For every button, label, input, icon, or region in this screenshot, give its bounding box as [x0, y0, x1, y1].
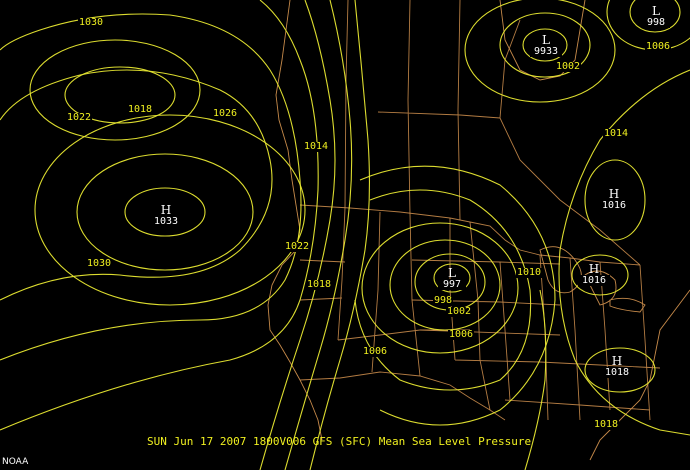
pressure-value: 1016 [598, 200, 630, 211]
isobar-label: 1006 [448, 329, 475, 340]
canada-us-border [299, 204, 641, 266]
isobar-label: 1006 [362, 346, 389, 357]
isobar-label: 1018 [306, 279, 333, 290]
pressure-value: 1033 [150, 216, 182, 227]
isobar-label: 1018 [593, 419, 620, 430]
pressure-value: 1018 [601, 367, 633, 378]
isobar [359, 165, 556, 426]
isobar [524, 289, 547, 470]
isobar [584, 159, 646, 241]
isobar [64, 66, 176, 124]
pressure-value: 1016 [578, 275, 610, 286]
isobar [464, 0, 616, 103]
us-mexico-border [299, 371, 506, 421]
isobar-label: 1002 [446, 306, 473, 317]
low-marker: L [652, 4, 660, 18]
pressure-value: 998 [642, 17, 670, 28]
isobar-label: 1002 [555, 61, 582, 72]
isobar-label: 1006 [645, 41, 672, 52]
pressure-value: 9933 [530, 46, 562, 57]
low-marker: L [542, 33, 550, 47]
west-coastline [267, 0, 323, 441]
low-pressure-center: L 998 [642, 4, 670, 28]
isobar-label: 1010 [516, 267, 543, 278]
isobar-label: 1030 [86, 258, 113, 269]
high-pressure-center: H 1016 [598, 187, 630, 211]
isobar [571, 254, 629, 296]
isobar [124, 187, 206, 237]
map-caption: SUN Jun 17 2007 1800V006 GFS (SFC) Mean … [147, 435, 532, 448]
isobar [284, 0, 353, 470]
high-pressure-center: H 1016 [578, 262, 610, 286]
high-pressure-center: H 1033 [150, 203, 182, 227]
high-marker: H [611, 354, 623, 368]
high-marker: H [588, 262, 600, 276]
isobar [584, 347, 656, 393]
isobar-label: 1022 [66, 112, 93, 123]
isobar [309, 0, 371, 470]
isobar [558, 69, 690, 436]
isobar-label: 998 [433, 295, 454, 306]
isobar [34, 114, 306, 306]
isobar [76, 153, 254, 271]
pressure-value: 997 [438, 279, 466, 290]
isobar-label: 1018 [127, 104, 154, 115]
isobar [522, 28, 568, 62]
isobar [433, 263, 471, 293]
isobar [361, 222, 519, 354]
political-boundaries [267, 0, 690, 461]
isobar-label: 1014 [603, 128, 630, 139]
isobar [259, 0, 336, 470]
low-pressure-center: L 997 [438, 266, 466, 290]
hudson-bay [499, 0, 586, 81]
isobar [0, 0, 319, 431]
isobar [354, 189, 532, 391]
high-pressure-center: H 1018 [601, 354, 633, 378]
high-marker: H [160, 203, 172, 217]
isobar-label: 1022 [284, 241, 311, 252]
low-pressure-center: L 9933 [530, 33, 562, 57]
isobar [29, 39, 201, 141]
isobar [0, 13, 302, 361]
noaa-credit: NOAA [2, 457, 29, 467]
low-marker: L [448, 266, 456, 280]
isobar [499, 12, 591, 78]
isobar [389, 239, 501, 331]
high-marker: H [608, 187, 620, 201]
isobar-label: 1014 [303, 141, 330, 152]
isobar-label: 1026 [212, 108, 239, 119]
isobar-label: 1030 [78, 17, 105, 28]
canada-provinces [344, 0, 641, 266]
isobar [629, 0, 681, 33]
east-coast [589, 289, 690, 461]
